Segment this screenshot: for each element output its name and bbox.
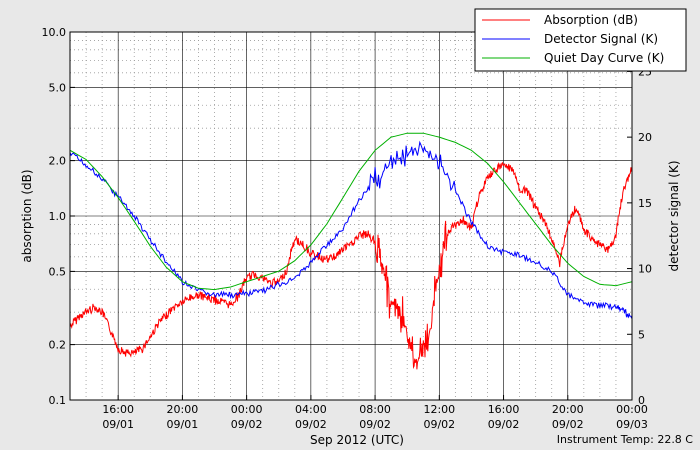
x-tick-date: 09/01 — [167, 418, 199, 431]
x-tick-time: 00:00 — [231, 403, 263, 416]
x-tick-time: 20:00 — [167, 403, 199, 416]
series-layer — [70, 132, 632, 370]
legend-box — [474, 8, 687, 72]
series-line-3 — [70, 132, 632, 291]
x-tick-time: 00:00 — [616, 403, 648, 416]
x-tick-time: 20:00 — [552, 403, 584, 416]
y-left-tick-label: 0.2 — [49, 339, 67, 352]
legend-entry: Detector Signal (K) — [544, 32, 658, 46]
x-tick-time: 12:00 — [423, 403, 455, 416]
x-tick-date: 09/02 — [488, 418, 520, 431]
y-left-tick-label: 0.5 — [49, 265, 67, 278]
x-tick-time: 16:00 — [102, 403, 134, 416]
legend: Absorption (dB) Detector Signal (K) Quiet … — [474, 8, 687, 72]
x-tick-date: 09/03 — [616, 418, 648, 431]
x-tick-date: 09/02 — [359, 418, 391, 431]
x-axis-label: Sep 2012 (UTC) — [310, 433, 404, 447]
instrument-temp: Instrument Temp: 22.8 C — [557, 433, 694, 446]
x-tick-time: 04:00 — [295, 403, 327, 416]
y-axis-right-label: detector signal (K) — [667, 160, 681, 271]
y-left-tick-label: 10.0 — [42, 26, 67, 39]
ticks: 16:00 09/01 20:00 09/01 00:00 09/02 04:00 09/02… — [42, 26, 653, 431]
series-line-1 — [70, 161, 632, 370]
series-line-2 — [70, 140, 632, 319]
y-right-tick-label: 20 — [638, 131, 652, 144]
y-axis-left-label: absorption (dB) — [20, 169, 34, 262]
y-left-tick-label: 5.0 — [49, 81, 67, 94]
y-right-tick-label: 15 — [638, 197, 652, 210]
legend-entry: Quiet Day Curve (K) — [544, 51, 664, 65]
x-tick-date: 09/02 — [295, 418, 327, 431]
y-right-tick-label: 0 — [638, 394, 645, 407]
x-tick-date: 09/02 — [231, 418, 263, 431]
y-left-tick-label: 0.1 — [49, 394, 67, 407]
x-tick-date: 09/01 — [102, 418, 134, 431]
legend-entry: Absorption (dB) — [544, 13, 638, 27]
y-right-tick-label: 10 — [638, 263, 652, 276]
x-tick-time: 16:00 — [488, 403, 520, 416]
y-left-tick-label: 2.0 — [49, 155, 67, 168]
y-left-tick-label: 1.0 — [49, 210, 67, 223]
x-tick-date: 09/02 — [552, 418, 584, 431]
y-right-tick-label: 5 — [638, 328, 645, 341]
x-tick-date: 09/02 — [423, 418, 455, 431]
x-tick-time: 08:00 — [359, 403, 391, 416]
